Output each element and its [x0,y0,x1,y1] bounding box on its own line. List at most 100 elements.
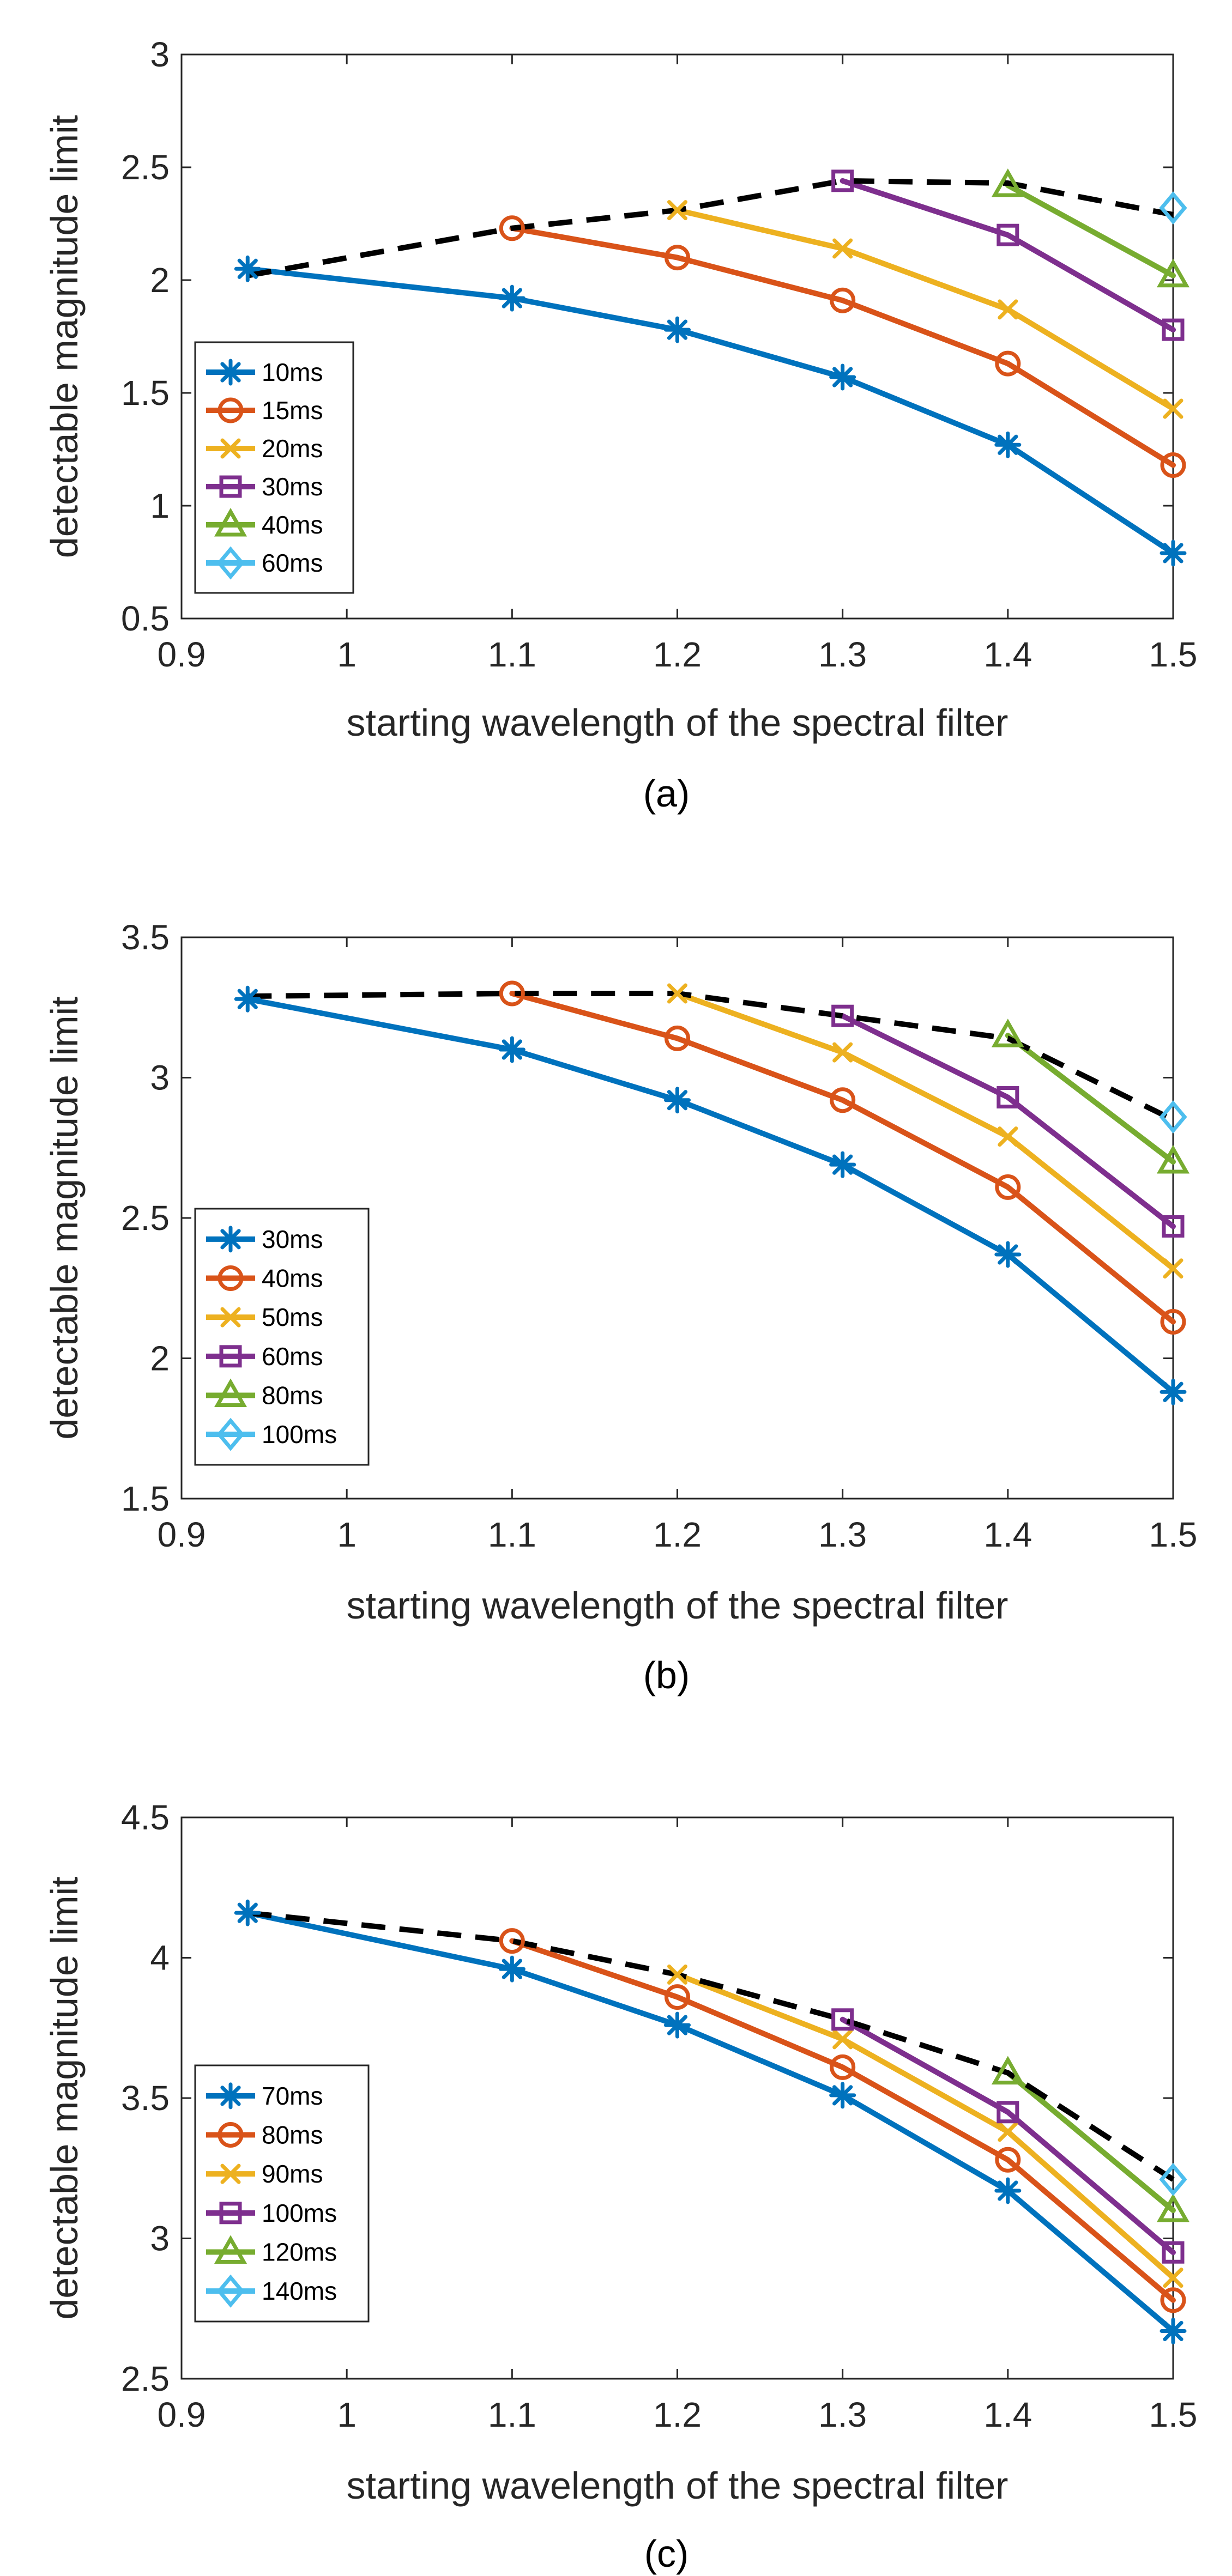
data-point-30ms [831,169,854,192]
data-point-30ms [498,1036,526,1063]
legend-marker-80ms [218,2122,244,2148]
data-point-40ms [991,168,1024,197]
chart-panel-b: 0.9 1 1.1 1.2 1.3 1.4 1.5 1.5 2 2.5 3 3.5 starting w… [43,918,1197,1696]
y-axis-label: detectable magnitude limit [43,115,86,558]
legend-label-10ms: 10ms [262,358,323,386]
data-point-80ms [830,2054,856,2080]
chart-panel-c: 0.9 1 1.1 1.2 1.3 1.4 1.5 2.5 3 3.5 4 4.5 starting w… [43,1798,1197,2575]
data-point-90ms [667,1964,687,1985]
series-line-80ms [509,1938,1176,2303]
legend-box [194,1208,370,1466]
x-tick-label: 1.5 [1149,635,1198,674]
data-point-120ms [991,2056,1024,2085]
data-point-10ms [234,255,261,282]
series-line-100ms [840,2016,1176,2256]
data-point-80ms [499,1928,525,1954]
data-point-10ms [498,284,526,312]
panel-caption: (a) [643,772,690,815]
legend-label-20ms: 20ms [262,434,323,463]
data-point-80ms [991,1019,1024,1047]
legend-label-90ms: 90ms [262,2160,323,2188]
x-tick-label: 1.4 [983,1515,1032,1554]
legend-box [194,341,354,594]
legend: 30ms 40ms 50ms 60ms 80ms 100ms [194,1208,370,1466]
x-tick-label: 1.4 [983,2395,1032,2434]
data-point-80ms [1156,1144,1190,1174]
data-point-70ms [664,2011,691,2039]
data-point-15ms [830,287,856,313]
legend-marker-120ms [214,2235,247,2264]
legend-label-50ms: 50ms [262,1303,323,1331]
data-point-30ms [1159,1378,1187,1405]
legend-label-40ms: 40ms [262,511,323,539]
y-tick-label: 3 [150,2219,170,2258]
data-point-30ms [997,223,1019,246]
x-tick-label: 1.3 [818,2395,867,2434]
y-tick-label: 4.5 [121,1798,170,1837]
data-point-50ms [1163,1258,1183,1279]
legend-marker-80ms [214,1378,247,1407]
data-point-50ms [667,983,687,1004]
envelope-dashed-line [247,1910,1175,2182]
series-line-10ms [245,266,1176,556]
legend: 70ms 80ms 90ms 100ms 120ms 140ms [194,2064,370,2323]
data-point-40ms [665,1025,690,1051]
data-point-80ms [1160,2287,1186,2313]
y-tick-label: 3 [150,35,170,74]
series-line-60ms [840,1013,1176,1229]
data-point-70ms [498,1955,526,1983]
data-point-30ms [994,1241,1022,1268]
x-axis-label: starting wavelength of the spectral filt… [347,2464,1008,2507]
panel-caption: (b) [643,1654,690,1696]
legend-marker-60ms [216,546,245,580]
data-point-60ms [1162,1215,1185,1238]
chart-panel-a: 0.9 1 1.1 1.2 1.3 1.4 1.5 0.5 1 1.5 2 2.5 3 starting … [43,35,1197,815]
data-point-100ms [997,2101,1019,2124]
x-tick-label: 1 [337,635,357,674]
y-tick-label: 2.5 [121,148,170,187]
data-point-20ms [667,200,687,221]
x-tick-label: 1.1 [488,2395,536,2434]
data-point-20ms [998,299,1018,320]
legend-marker-140ms [216,2274,245,2308]
x-tick-label: 1.1 [488,1515,536,1554]
x-tick-label: 0.9 [158,1515,206,1554]
legend-label-140ms: 140ms [262,2277,337,2305]
data-point-40ms [830,1087,856,1113]
data-point-20ms [832,238,853,259]
x-tick-label: 1.2 [653,2395,702,2434]
y-axis-label: detectable magnitude limit [43,996,86,1439]
x-axis-label: starting wavelength of the spectral filt… [347,701,1008,744]
legend-marker-90ms [220,2163,241,2184]
series-line-40ms [509,991,1176,1325]
legend-marker-30ms [219,475,242,498]
data-point-20ms [1163,398,1183,419]
data-point-60ms [831,1004,854,1027]
legend-marker-20ms [220,438,241,459]
legend-marker-15ms [218,397,244,423]
data-point-80ms [995,2147,1021,2173]
y-tick-label: 0.5 [121,599,170,638]
legend-label-40ms: 40ms [262,1264,323,1293]
data-point-70ms [234,1899,261,1926]
data-point-30ms [829,1151,856,1178]
data-point-30ms [1162,318,1185,341]
x-tick-label: 1.4 [983,635,1032,674]
legend-label-70ms: 70ms [262,2082,323,2110]
data-point-60ms [997,1086,1019,1109]
y-tick-label: 3.5 [121,918,170,957]
data-point-70ms [1159,2317,1187,2344]
x-tick-label: 1.3 [818,635,867,674]
legend-label-120ms: 120ms [262,2238,337,2266]
data-point-100ms [1159,1100,1187,1134]
legend-label-100ms: 100ms [262,2199,337,2227]
data-point-10ms [994,431,1022,458]
y-tick-label: 2 [150,260,170,300]
data-point-80ms [665,1984,690,2010]
x-tick-label: 1.1 [488,635,536,674]
legend-marker-100ms [216,1417,245,1451]
legend-marker-70ms [217,2082,244,2110]
y-tick-label: 3.5 [121,2078,170,2118]
series-line-120ms [1005,2070,1176,2213]
